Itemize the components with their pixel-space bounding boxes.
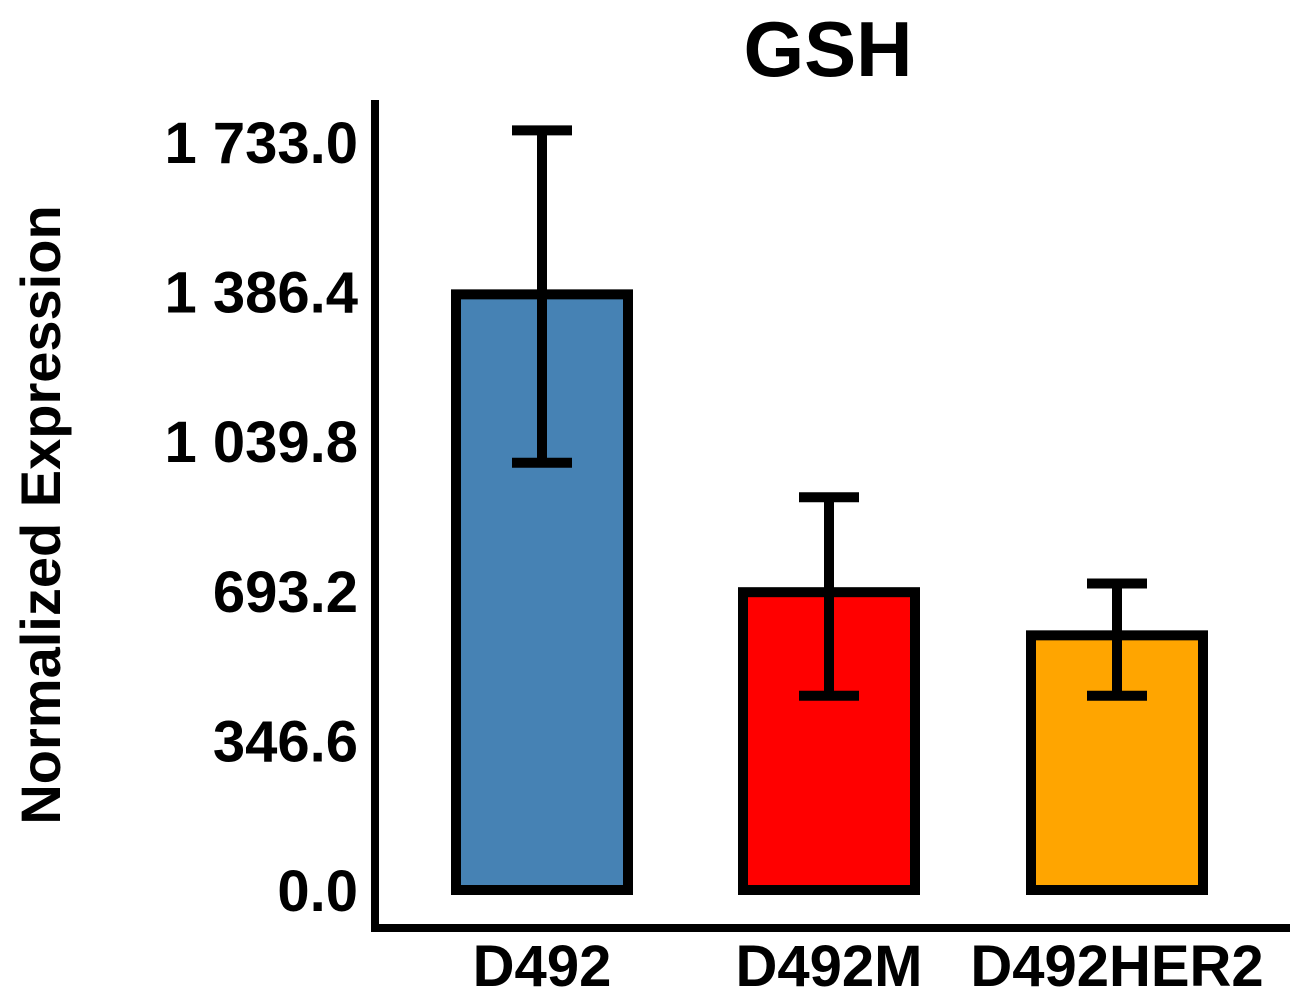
y-tick-labels: 0.0 346.6 693.2 1 039.8 1 386.4 1 733.0: [164, 111, 358, 924]
x-tick-label: D492HER2: [970, 934, 1263, 999]
error-bar-d492her2: [1087, 578, 1147, 701]
y-tick-label: 1 733.0: [164, 111, 358, 176]
error-bar-d492: [512, 125, 572, 468]
error-bars: [512, 125, 1147, 701]
y-tick-label: 1 386.4: [164, 261, 358, 326]
y-tick-label: 1 039.8: [164, 410, 358, 475]
error-bar-d492m: [799, 492, 859, 701]
y-tick-label: 0.0: [277, 859, 358, 924]
y-axis-label: Normalized Expression: [9, 205, 72, 824]
y-tick-label: 346.6: [213, 709, 358, 774]
x-tick-labels: D492 D492M D492HER2: [473, 934, 1264, 999]
chart-title: GSH: [743, 5, 912, 93]
x-tick-label: D492M: [736, 934, 923, 999]
x-tick-label: D492: [473, 934, 612, 999]
y-tick-label: 693.2: [213, 560, 358, 625]
